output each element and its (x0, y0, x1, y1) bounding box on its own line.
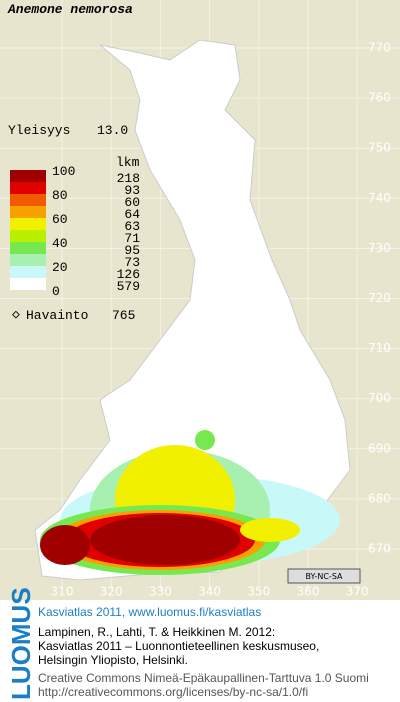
species-title: Anemone nemorosa (7, 2, 133, 17)
citation-line: Kasviatlas 2011 – Luonnontieteellinen ke… (38, 639, 319, 653)
distribution-cells (40, 430, 340, 575)
legend-count: 218 (117, 171, 140, 186)
footer-heading: Kasviatlas 2011, www.luomus.fi/kasviatla… (38, 605, 261, 619)
citation-line: Lampinen, R., Lahti, T. & Heikkinen M. 2… (38, 625, 275, 639)
x-tick-label: 320 (100, 585, 123, 599)
frequency-value: 13.0 (97, 123, 128, 138)
count-header: lkm (116, 155, 140, 170)
legend-swatch (10, 194, 46, 206)
y-tick-label: 730 (368, 241, 391, 255)
logo: LUOMUS (6, 587, 36, 700)
legend-count: 95 (124, 243, 140, 258)
legend-scale-label: 80 (52, 188, 68, 203)
cell-area (195, 430, 215, 450)
x-tick-label: 370 (346, 585, 369, 599)
legend-swatch (10, 242, 46, 254)
y-tick-label: 720 (368, 291, 391, 305)
y-tick-label: 700 (368, 391, 391, 405)
license-line: http://creativecommons.org/licenses/by-n… (38, 685, 308, 699)
cell-area (40, 525, 90, 565)
observation-count: 765 (112, 308, 135, 323)
legend-count: 93 (124, 183, 140, 198)
y-tick-label: 680 (368, 491, 391, 505)
legend-swatch (10, 230, 46, 242)
legend-swatch (10, 278, 46, 290)
x-tick-label: 330 (149, 585, 172, 599)
y-tick-label: 670 (368, 542, 391, 556)
y-tick-label: 740 (368, 191, 391, 205)
y-tick-label: 760 (368, 91, 391, 105)
y-tick-label: 710 (368, 341, 391, 355)
legend-swatch (10, 266, 46, 278)
cell-area (90, 515, 240, 565)
finland-outline (34, 39, 351, 581)
legend-scale-label: 40 (52, 236, 68, 251)
x-tick-label: 360 (297, 585, 320, 599)
observation-symbol: ◇ (12, 307, 20, 322)
y-tick-label: 770 (368, 41, 391, 55)
legend-count: 63 (124, 219, 140, 234)
legend-scale-label: 100 (52, 164, 75, 179)
legend-count: 579 (117, 279, 140, 294)
x-tick-label: 310 (51, 585, 74, 599)
legend-count: 60 (124, 195, 140, 210)
y-tick-label: 690 (368, 441, 391, 455)
legend-count: 126 (117, 267, 140, 282)
legend-swatch (10, 206, 46, 218)
license-badge (287, 568, 361, 584)
legend-swatch (10, 254, 46, 266)
y-tick-label: 750 (368, 141, 391, 155)
legend-swatch (10, 170, 46, 182)
legend-count: 71 (124, 231, 140, 246)
license-badge-text: BY-NC-SA (305, 572, 343, 581)
license-line: Creative Commons Nimeä-Epäkaupallinen-Ta… (38, 671, 369, 685)
x-tick-label: 350 (247, 585, 270, 599)
x-tick-label: 340 (198, 585, 221, 599)
legend-swatch (10, 218, 46, 230)
legend-count: 73 (124, 255, 140, 270)
legend-scale-label: 0 (52, 284, 60, 299)
frequency-label: Yleisyys (8, 123, 70, 138)
legend-count: 64 (124, 207, 140, 222)
legend-swatch (10, 182, 46, 194)
legend-scale-label: 60 (52, 212, 68, 227)
citation-line: Helsingin Yliopisto, Helsinki. (38, 653, 188, 667)
observation-label: Havainto (26, 308, 88, 323)
legend-scale-label: 20 (52, 260, 68, 275)
cell-area (240, 518, 300, 542)
